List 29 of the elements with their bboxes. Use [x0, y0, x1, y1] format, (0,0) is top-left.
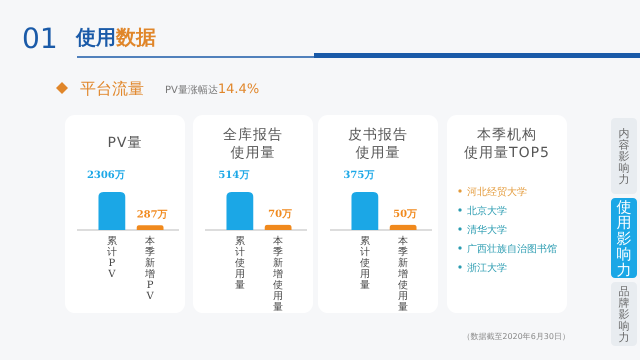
- x-tick-label: 本季新增使用量: [272, 235, 284, 313]
- text: 平台流量: [80, 79, 144, 98]
- text: 浙江大学: [467, 262, 507, 274]
- data-label: 514万: [218, 170, 250, 181]
- nav-tab: 内容影响力: [611, 118, 637, 194]
- x-tick-label: 本季新增使用量: [397, 235, 408, 313]
- nav-tab: 品牌影响力: [611, 282, 637, 346]
- data-label: 287万: [136, 209, 168, 220]
- text: 北京大学: [467, 205, 507, 217]
- text: 清华大学: [467, 224, 507, 236]
- chart-title: 皮书报告使用量: [348, 127, 408, 161]
- data-label: 50万: [393, 208, 418, 220]
- text: （数据截至2020年6月30日）: [462, 332, 570, 341]
- text: 广西壮族自治图书馆: [467, 243, 557, 255]
- nav-tab: 使用影响力: [611, 198, 637, 279]
- text: 使用数据: [75, 25, 156, 49]
- data-label: 2306万: [86, 170, 125, 181]
- data-label: 375万: [343, 170, 374, 181]
- x-tick-label: 累计使用量: [234, 236, 245, 291]
- data-label: 70万: [268, 208, 292, 220]
- chart-title: 全库报告使用量: [223, 127, 283, 161]
- text: 01: [22, 22, 58, 55]
- x-tick-label: 累计PV: [106, 236, 117, 280]
- chart-title: PV量: [107, 135, 143, 151]
- x-tick-label: 累计使用量: [360, 236, 370, 291]
- text: 本季机构使用量TOP5: [464, 127, 550, 161]
- text: PV量涨幅达14.4%: [165, 82, 260, 97]
- text: 河北经贸大学: [467, 186, 527, 198]
- x-tick-label: 本季新增PV: [144, 235, 156, 302]
